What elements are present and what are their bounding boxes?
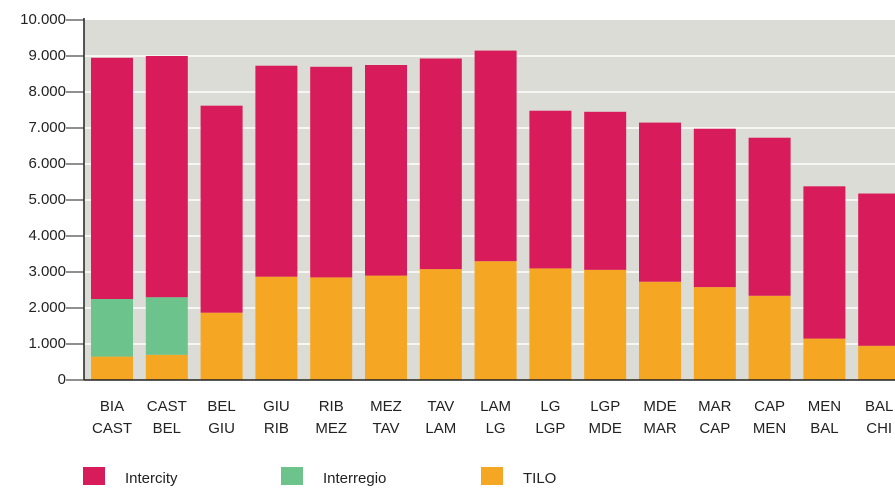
bar-segment xyxy=(419,58,462,270)
bar-segment xyxy=(803,186,846,339)
bar-segment xyxy=(145,297,188,355)
y-tick-label: 5.000 xyxy=(28,191,66,208)
y-tick-label: 10.000 xyxy=(20,11,66,28)
y-tick-label: 3.000 xyxy=(28,263,66,280)
legend-label: Intercity xyxy=(125,470,178,487)
y-tick-label: 1.000 xyxy=(28,335,66,352)
y-tick-label: 7.000 xyxy=(28,119,66,136)
x-tick-label: BAL xyxy=(810,420,838,437)
x-tick-label: CAP xyxy=(699,420,730,437)
x-tick-label: CHI xyxy=(866,420,892,437)
bar-segment xyxy=(639,122,681,282)
x-tick-label: MEZ xyxy=(315,420,347,437)
bar-segment xyxy=(584,269,627,380)
legend-swatch xyxy=(83,467,105,485)
x-tick-label: LGP xyxy=(590,398,620,415)
x-tick-label: RIB xyxy=(264,420,289,437)
x-tick-label: LG xyxy=(486,420,506,437)
x-tick-label: GIU xyxy=(263,398,290,415)
bar-segment xyxy=(858,345,895,380)
y-tick-label: 2.000 xyxy=(28,299,66,316)
bar-segment xyxy=(584,111,627,270)
bar-segment xyxy=(529,110,572,269)
bar-segment xyxy=(529,268,572,380)
x-tick-label: CAST xyxy=(92,420,132,437)
y-tick-label: 9.000 xyxy=(28,47,66,64)
x-tick-label: LG xyxy=(540,398,560,415)
x-tick-label: MEZ xyxy=(370,398,402,415)
bar-segment xyxy=(91,299,133,357)
x-tick-label: MAR xyxy=(698,398,732,415)
x-tick-label: LAM xyxy=(480,398,511,415)
bar-segment xyxy=(200,312,243,380)
y-tick-label: 0 xyxy=(58,371,66,388)
bar-segment xyxy=(693,287,736,380)
x-tick-label: BIA xyxy=(100,398,124,415)
x-tick-label: LAM xyxy=(425,420,456,437)
x-tick-label: MDE xyxy=(643,398,676,415)
legend-swatch xyxy=(481,467,503,485)
bar-segment xyxy=(145,354,188,380)
bar-segment xyxy=(748,137,791,296)
legend-swatch xyxy=(281,467,303,485)
x-tick-label: RIB xyxy=(319,398,344,415)
x-tick-label: MEN xyxy=(753,420,786,437)
bar-segment xyxy=(310,277,353,380)
bar-segment xyxy=(91,57,133,299)
bar-segment xyxy=(474,261,517,380)
legend-label: TILO xyxy=(523,470,556,487)
x-tick-label: BEL xyxy=(153,420,181,437)
bar-segment xyxy=(200,105,243,313)
bar-segment xyxy=(145,56,188,298)
x-tick-label: MDE xyxy=(589,420,622,437)
x-tick-label: CAST xyxy=(147,398,187,415)
y-tick-label: 4.000 xyxy=(28,227,66,244)
bar-segment xyxy=(419,269,462,380)
x-tick-label: TAV xyxy=(373,420,400,437)
x-tick-label: CAP xyxy=(754,398,785,415)
bar-segment xyxy=(310,66,353,278)
bar-segment xyxy=(693,128,736,288)
legend-label: Interregio xyxy=(323,470,386,487)
x-tick-label: TAV xyxy=(427,398,454,415)
bar-segment xyxy=(803,338,846,380)
bar-segment xyxy=(91,356,133,380)
x-tick-label: GIU xyxy=(208,420,235,437)
bar-segment xyxy=(858,193,895,346)
bar-segment xyxy=(255,65,298,277)
x-tick-label: MEN xyxy=(808,398,841,415)
bar-segment xyxy=(365,275,407,380)
bar-segment xyxy=(365,65,407,276)
bar-segment xyxy=(748,295,791,380)
x-tick-label: MAR xyxy=(643,420,677,437)
bar-segment xyxy=(474,50,517,262)
x-tick-label: LGP xyxy=(535,420,565,437)
y-tick-label: 8.000 xyxy=(28,83,66,100)
bar-segment xyxy=(255,276,298,380)
x-tick-label: BAL xyxy=(865,398,893,415)
y-tick-label: 6.000 xyxy=(28,155,66,172)
x-tick-label: BEL xyxy=(207,398,235,415)
bar-segment xyxy=(639,281,681,380)
